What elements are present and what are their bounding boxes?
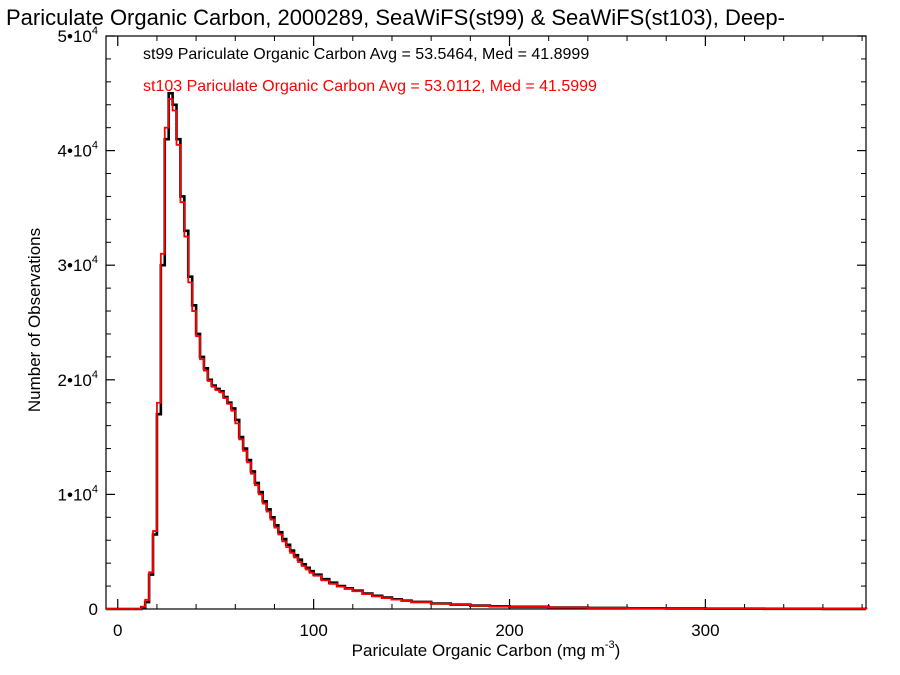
x-axis: 0 100 200 300 [113,36,863,640]
legend-entry-st103: st103 Pariculate Organic Carbon Avg = 53… [143,78,597,95]
y-axis-label: Number of Observations [25,228,44,412]
plot-frame [105,35,867,610]
x-tick-label: 300 [691,621,719,640]
x-tick-label: 100 [299,621,327,640]
y-axis: 0 1•104 2•104 3•104 4•104 5•104 [58,25,866,619]
series-st103-line [106,98,867,610]
y-tick-label: 5•104 [58,25,98,46]
x-axis-label: Pariculate Organic Carbon (mg m-3) [352,639,621,660]
legend-entry-st99: st99 Pariculate Organic Carbon Avg = 53.… [143,46,589,63]
series-st99-line [106,92,868,611]
x-tick-label: 200 [495,621,523,640]
y-tick-label: 1•104 [58,483,98,504]
y-tick-label: 4•104 [58,140,98,161]
y-tick-label: 3•104 [58,254,98,275]
series-layer [106,92,868,611]
y-tick-label: 2•104 [58,369,98,390]
y-tick-label: 0 [89,600,98,619]
chart-title: Pariculate Organic Carbon, 2000289, SeaW… [6,5,785,30]
legend: st99 Pariculate Organic Carbon Avg = 53.… [143,46,597,95]
x-tick-label: 0 [113,621,122,640]
